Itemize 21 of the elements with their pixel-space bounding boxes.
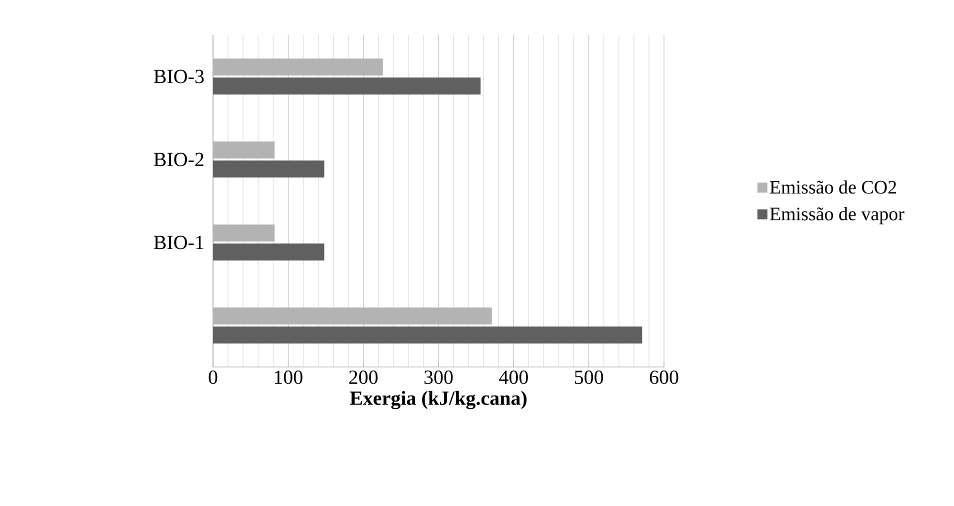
x-tick-label: 100 (274, 370, 302, 384)
bar (213, 58, 383, 76)
x-tick-label: 200 (349, 370, 378, 384)
bar (213, 160, 324, 178)
x-tick-label: 400 (499, 370, 528, 384)
y-tick-label: BIO-3 (154, 70, 204, 84)
bar (213, 78, 481, 94)
bar (213, 224, 275, 242)
x-tick-label: 500 (574, 370, 604, 384)
x-tick-label: 300 (424, 370, 453, 384)
y-tick-label: BIO-1 (154, 236, 204, 250)
legend-label: Emissão de vapor (770, 207, 904, 224)
bar (213, 326, 642, 344)
bar (213, 243, 324, 260)
y-tick-label: BIO-2 (154, 152, 204, 166)
legend-label: Emissão de CO2 (770, 180, 896, 194)
x-tick-label: 600 (650, 370, 678, 384)
x-tick-label: 0 (208, 370, 218, 384)
x-axis-title: Exergia (kJ/kg.cana) (350, 390, 527, 410)
bar (213, 141, 275, 158)
bar (213, 307, 492, 324)
